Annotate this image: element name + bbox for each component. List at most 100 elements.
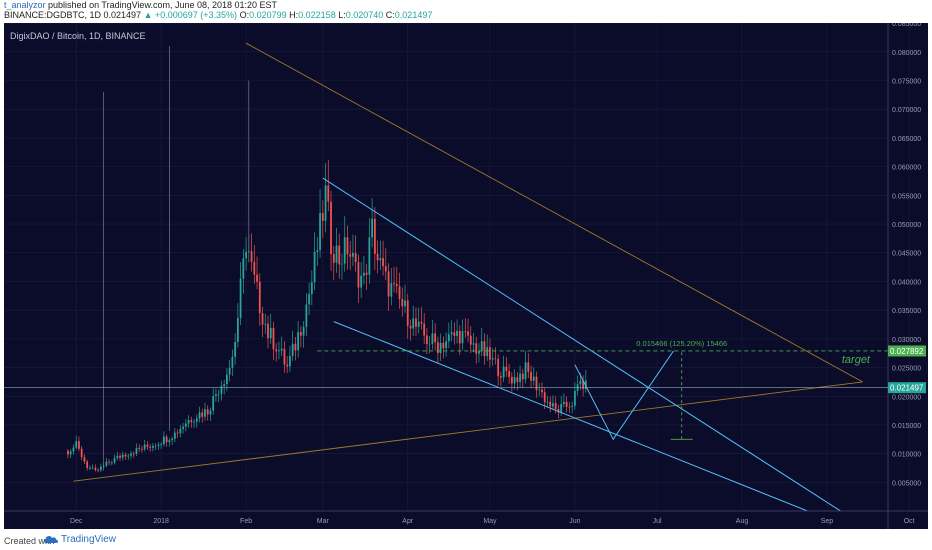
candle-body: [447, 334, 450, 342]
candle-body: [86, 461, 89, 468]
candle-body: [434, 333, 437, 343]
candle-body: [332, 254, 335, 263]
measure-label: 0.015466 (125.20%) 15466: [636, 339, 727, 348]
candle-body: [532, 376, 535, 381]
candle-body: [179, 428, 182, 434]
candle-body: [557, 408, 560, 413]
y-tick-label: 0.030000: [892, 337, 921, 344]
candle-body: [371, 218, 374, 238]
candle-body: [297, 332, 300, 351]
candle-body: [305, 304, 308, 327]
candle-body: [376, 253, 379, 261]
x-tick-label: Jun: [569, 518, 580, 525]
candle-body: [97, 470, 100, 471]
candle-body: [294, 343, 297, 351]
candle-body: [182, 426, 184, 429]
open-label: O:: [239, 10, 250, 20]
candle-body: [168, 440, 171, 443]
chart-header: t_analyzor published on TradingView.com,…: [0, 0, 932, 22]
candle-body: [573, 390, 576, 406]
tradingview-logo[interactable]: TradingView: [44, 534, 116, 545]
candle-body: [231, 356, 234, 368]
candle-body: [497, 358, 500, 377]
candle-body: [127, 455, 130, 457]
candle-body: [275, 349, 278, 352]
candle-body: [423, 323, 426, 336]
x-tick-label: 2018: [153, 518, 169, 525]
candle-body: [289, 355, 291, 367]
candle-body: [543, 392, 546, 403]
candle-body: [472, 343, 475, 345]
x-tick-label: Sep: [821, 518, 834, 525]
projection-path: [574, 350, 674, 441]
candle-body: [431, 333, 434, 344]
candle-body: [368, 237, 371, 275]
candle-body: [187, 420, 190, 424]
candle-body: [530, 371, 532, 381]
candle-body: [267, 323, 269, 339]
candle-body: [352, 252, 354, 257]
x-tick-label: Feb: [240, 518, 252, 525]
candle-body: [420, 321, 423, 324]
x-tick-label: Mar: [317, 518, 330, 525]
candle-body: [215, 394, 217, 397]
close-label: C:: [385, 10, 395, 20]
candle-body: [75, 441, 78, 448]
candle-body: [316, 250, 319, 252]
candle-body: [521, 373, 524, 380]
price-axis: 0.005000 0.010000 0.015000 0.020000 0.025000…: [887, 21, 921, 529]
triangle-lower-line: [73, 381, 863, 482]
candle-body: [510, 376, 513, 384]
candle-body: [428, 343, 431, 345]
candle-body: [119, 455, 121, 458]
candle-body: [283, 348, 286, 365]
target-price-box: [888, 345, 926, 357]
y-tick-label: 0.005000: [892, 480, 921, 487]
candle-body: [415, 318, 417, 327]
candle-body: [335, 245, 338, 263]
candle-body: [584, 380, 587, 389]
author-link[interactable]: t_analyzor: [4, 0, 46, 10]
tradingview-cloud-icon: [44, 536, 58, 543]
candle-body: [67, 450, 69, 455]
y-tick-label: 0.080000: [892, 50, 921, 57]
candle-body: [426, 335, 428, 344]
candle-body: [193, 421, 195, 423]
candle-body: [417, 321, 420, 327]
candle-body: [72, 447, 75, 452]
candle-body: [143, 444, 146, 450]
candle-body: [242, 258, 245, 279]
candle-body: [456, 330, 458, 336]
candle-body: [508, 371, 511, 377]
candle-body: [409, 325, 412, 329]
candle-body: [442, 342, 445, 349]
candle-body: [360, 275, 363, 288]
high-value: 0.022158: [298, 10, 336, 20]
channel-upper-line: [322, 177, 841, 512]
candle-body: [113, 458, 116, 463]
candle-body: [436, 342, 439, 354]
candle-body: [220, 386, 223, 394]
candle-body: [390, 283, 393, 297]
candle-body: [469, 335, 472, 345]
chart-area[interactable]: 0.005000 0.010000 0.015000 0.020000 0.025000…: [4, 21, 928, 529]
candle-body: [346, 237, 349, 255]
candle-body: [327, 185, 330, 202]
candle-body: [171, 438, 173, 441]
y-tick-label: 0.050000: [892, 222, 921, 229]
candle-body: [138, 447, 141, 449]
candle-body: [89, 467, 91, 469]
candle-body: [141, 448, 143, 450]
trend-drawings: [73, 42, 888, 512]
candle-body: [560, 403, 563, 413]
y-tick-label: 0.060000: [892, 165, 921, 172]
symbol-title: DigixDAO / Bitcoin, 1D, BINANCE: [10, 31, 146, 41]
candle-body: [475, 343, 478, 354]
created-with-text: Created with: [4, 536, 55, 546]
last-price-label: 0.021497: [890, 384, 924, 393]
candle-body: [184, 423, 187, 427]
y-tick-label: 0.035000: [892, 308, 921, 315]
price-chart[interactable]: 0.005000 0.010000 0.015000 0.020000 0.025000…: [4, 21, 928, 529]
candle-body: [365, 272, 368, 275]
y-tick-label: 0.075000: [892, 79, 921, 86]
